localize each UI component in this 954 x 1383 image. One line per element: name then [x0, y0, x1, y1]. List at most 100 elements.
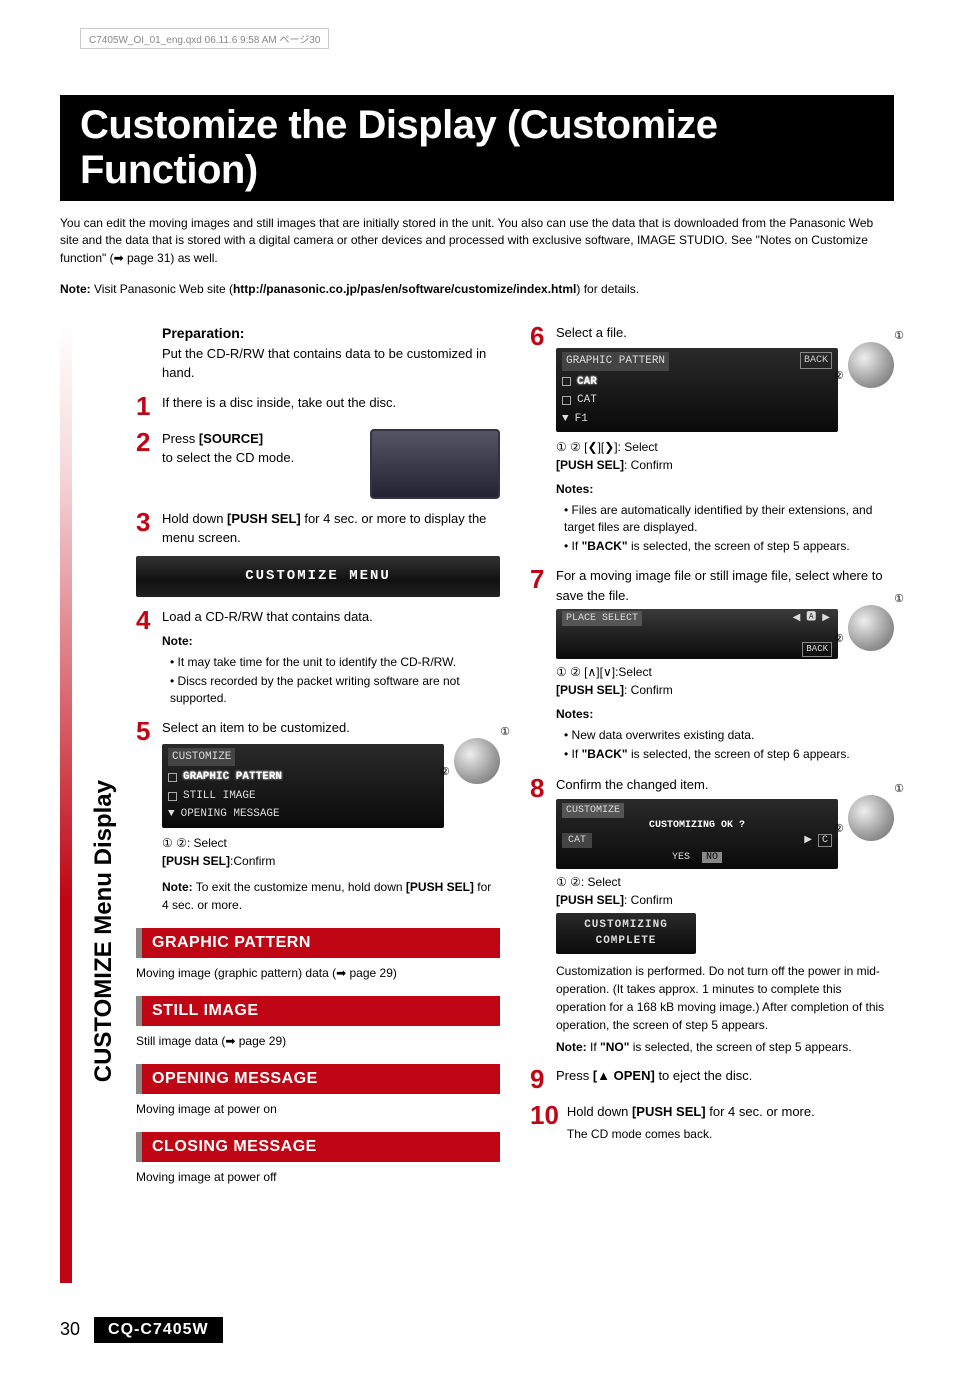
menu5-title: CUSTOMIZE — [168, 748, 235, 767]
step-8-select: ① ②: Select — [556, 873, 838, 891]
step-5-confirm: :Confirm — [230, 854, 275, 868]
step-4-bullet-1: It may take time for the unit to identif… — [170, 654, 500, 671]
confirm-lcd: CUSTOMIZE CUSTOMIZING OK ? CAT ▶ C YES N… — [556, 799, 838, 869]
exit-note-b: To exit the customize menu, hold down — [193, 880, 406, 894]
conf-question: CUSTOMIZING OK ? — [562, 818, 832, 833]
step-8-confirm: : Confirm — [624, 893, 673, 907]
menu6-title: GRAPHIC PATTERN — [562, 352, 669, 371]
conf-title: CUSTOMIZE — [562, 803, 624, 818]
page-title: Customize the Display (Customize Functio… — [60, 95, 894, 201]
intro-note: Note: Visit Panasonic Web site (http://p… — [60, 281, 894, 298]
step-8-number: 8 — [530, 775, 548, 1056]
step-9b: [▲ OPEN] — [593, 1068, 655, 1083]
step-3a: Hold down — [162, 511, 227, 526]
step-10b: [PUSH SEL] — [632, 1104, 706, 1119]
model-number: CQ-C7405W — [94, 1317, 223, 1343]
dial-icon-6 — [848, 342, 894, 388]
step-2a: Press — [162, 431, 199, 446]
place-title: PLACE SELECT — [562, 611, 642, 626]
menu5-item-1: GRAPHIC PATTERN — [183, 769, 282, 786]
step-3b: [PUSH SEL] — [227, 511, 301, 526]
closing-message-text: Moving image at power off — [136, 1168, 500, 1186]
preparation-label: Preparation: — [162, 325, 244, 341]
step-6-number: 6 — [530, 323, 548, 557]
step-1-number: 1 — [136, 393, 154, 419]
step-5-number: 5 — [136, 718, 154, 914]
conf-c: C — [818, 834, 832, 847]
right-column: 6 Select a file. GRAPHIC PATTERN BACK CA… — [530, 323, 894, 1283]
step-4-bullet-2: Discs recorded by the packet writing sof… — [170, 673, 500, 707]
customize-list-lcd: CUSTOMIZE GRAPHIC PATTERN STILL IMAGE ▼O… — [162, 744, 444, 828]
graphic-pattern-text: Moving image (graphic pattern) data (➡ p… — [136, 964, 500, 982]
step-6-select: ① ② [❮][❯]: Select — [556, 438, 838, 456]
step-4-number: 4 — [136, 607, 154, 709]
step-4-text: Load a CD-R/RW that contains data. — [162, 609, 373, 624]
still-image-text: Still image data (➡ page 29) — [136, 1032, 500, 1050]
conf-no: NO — [702, 852, 722, 863]
step-6-confirm: : Confirm — [624, 458, 673, 472]
gradient-bar — [60, 323, 72, 1283]
menu6-item-3: F1 — [575, 411, 588, 428]
step-8-note: Note: If "NO" is selected, the screen of… — [556, 1038, 894, 1056]
step-9a: Press — [556, 1068, 593, 1083]
step-7-select: ① ② [∧][∨]:Select — [556, 663, 838, 681]
conf-yes: YES — [672, 852, 690, 863]
step-6-text: Select a file. — [556, 325, 627, 340]
print-header: C7405W_OI_01_eng.qxd 06.11.6 9:58 AM ページ… — [80, 28, 329, 49]
step-6-note-1: Files are automatically identified by th… — [564, 502, 894, 536]
exit-note-a: Note: — [162, 880, 193, 894]
left-column: Preparation: Put the CD-R/RW that contai… — [136, 323, 500, 1283]
exit-note-c: [PUSH SEL] — [406, 880, 474, 894]
step-4-note-label: Note: — [162, 632, 500, 650]
dial-icon-8 — [848, 795, 894, 841]
step-7-pushsel: [PUSH SEL] — [556, 683, 624, 697]
step-1-text: If there is a disc inside, take out the … — [162, 393, 500, 419]
step-6-note-2: If "BACK" is selected, the screen of ste… — [564, 538, 894, 555]
step-10c: for 4 sec. or more. — [706, 1104, 815, 1119]
customize-menu-lcd: CUSTOMIZE MENU — [136, 556, 500, 597]
step-10a: Hold down — [567, 1104, 632, 1119]
preparation-text: Put the CD-R/RW that contains data to be… — [162, 346, 486, 381]
step-2b: [SOURCE] — [199, 431, 263, 446]
step-7-note-1: New data overwrites existing data. — [564, 727, 894, 744]
step-6-notes: Notes: — [556, 480, 894, 498]
dial-icon-7 — [848, 605, 894, 651]
note-suffix: ) for details. — [576, 282, 639, 296]
note-text: Visit Panasonic Web site ( — [91, 282, 233, 296]
step-7-number: 7 — [530, 566, 548, 765]
step-8-pushsel: [PUSH SEL] — [556, 893, 624, 907]
step-7-notes: Notes: — [556, 705, 894, 723]
step-8-para: Customization is performed. Do not turn … — [556, 962, 894, 1034]
place-select-lcd: PLACE SELECT ◀ 🅰 ▶ BACK — [556, 609, 838, 659]
note-url: http://panasonic.co.jp/pas/en/software/c… — [233, 282, 576, 296]
menu5-item-2: STILL IMAGE — [183, 788, 256, 805]
place-back: BACK — [802, 642, 832, 658]
step-5-select: ① ②: Select — [162, 834, 444, 852]
dial-icon — [454, 738, 500, 784]
step-2c: to select the CD mode. — [162, 450, 294, 465]
step-9c: to eject the disc. — [655, 1068, 753, 1083]
step-8-text: Confirm the changed item. — [556, 777, 708, 792]
page-number: 30 — [60, 1319, 80, 1340]
step-5-pushsel: [PUSH SEL] — [162, 854, 230, 868]
side-label: CUSTOMIZE Menu Display — [90, 780, 118, 1082]
step-2-number: 2 — [136, 429, 154, 499]
conf-item: CAT — [562, 833, 592, 848]
note-label: Note: — [60, 282, 91, 296]
step-5-text: Select an item to be customized. — [162, 720, 350, 735]
step-10-number: 10 — [530, 1102, 559, 1144]
heading-still-image: STILL IMAGE — [136, 996, 500, 1026]
complete-lcd: CUSTOMIZING COMPLETE — [556, 913, 696, 954]
car-stereo-image — [370, 429, 500, 499]
file-list-lcd: GRAPHIC PATTERN BACK CAR CAT ▼F1 — [556, 348, 838, 432]
step-7-confirm: : Confirm — [624, 683, 673, 697]
intro-text: You can edit the moving images and still… — [60, 215, 894, 267]
menu6-item-2: CAT — [577, 392, 597, 409]
step-7-text: For a moving image file or still image f… — [556, 568, 883, 603]
menu6-item-1: CAR — [577, 374, 597, 391]
heading-closing-message: CLOSING MESSAGE — [136, 1132, 500, 1162]
step-10d: The CD mode comes back. — [567, 1125, 894, 1143]
menu5-item-3: OPENING MESSAGE — [181, 806, 280, 823]
step-9-number: 9 — [530, 1066, 548, 1092]
heading-graphic-pattern: GRAPHIC PATTERN — [136, 928, 500, 958]
